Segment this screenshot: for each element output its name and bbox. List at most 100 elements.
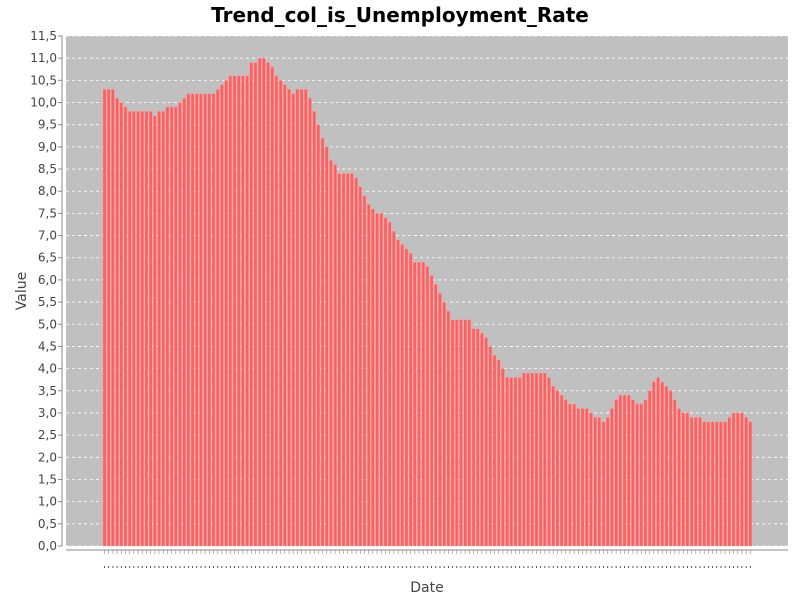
y-tick-label: 6,0 [38,273,57,287]
bar [299,89,304,547]
y-tick-label: 8,0 [38,184,57,198]
x-axis [66,549,788,568]
bar [593,417,597,547]
bar [618,395,623,547]
x-axis-label: Date [410,580,443,596]
bar [220,84,224,547]
y-tick-label: 2,0 [38,450,57,464]
bar [333,164,337,547]
bar [346,173,350,547]
bar [366,204,371,547]
bar [119,102,123,547]
bar [304,89,308,547]
bar [585,408,589,547]
bar [685,412,690,547]
bar [123,106,128,547]
bar [429,275,434,547]
bar [434,284,438,547]
bar [698,417,702,547]
bar [455,319,459,547]
bar [362,195,367,547]
bar [257,57,262,547]
bar [589,412,593,547]
bar [488,346,493,547]
y-tick-label: 1,0 [38,495,57,509]
y-tick-label: 9,5 [38,118,57,132]
bar [396,239,400,547]
bar [622,395,627,547]
bar [413,261,417,547]
bar [568,403,572,547]
bar [207,93,212,547]
bar [459,319,463,547]
bar [211,93,216,547]
bar [312,111,316,547]
bar [538,372,543,547]
bar [127,111,132,547]
bar [262,57,266,547]
y-tick-label: 4,5 [38,339,57,353]
bar [320,137,325,547]
bar [253,62,258,547]
bar [606,417,610,547]
y-tick-label: 0,0 [38,539,57,553]
bar [329,159,333,547]
bar [295,89,300,547]
y-tick-label: 10,5 [30,73,57,87]
bar [371,208,375,547]
y-tick-label: 9,0 [38,140,57,154]
bar [446,310,451,547]
y-tick-label: 7,5 [38,206,57,220]
bar [174,106,178,547]
y-tick-label: 3,0 [38,406,57,420]
bar [626,395,631,547]
bar [555,390,560,547]
bar [673,399,677,547]
bar [526,372,530,547]
bar [576,408,581,547]
bar [727,417,732,547]
bar [278,80,283,547]
bar [543,372,547,547]
bar [316,124,321,547]
bar [186,93,191,547]
bar [354,177,358,547]
bar [190,93,195,547]
bar [513,377,518,547]
bar [195,93,199,547]
bar [115,97,119,547]
bar [375,213,379,547]
bar [484,337,488,547]
bar [723,421,727,547]
bar [736,412,740,547]
bar [203,93,207,547]
bar [379,213,383,547]
bar [467,319,472,547]
bar [291,93,295,547]
bar [719,421,723,547]
bar [341,173,346,547]
y-tick-label: 1,5 [38,472,57,486]
y-axis: 0,0 0,5 1,0 1,5 2,0 2,5 3,0 3,5 4,0 4,5 5,0 5,5 6,0 6… [30,29,63,553]
bar [169,106,174,547]
bar [425,266,430,547]
y-tick-label: 11,5 [30,29,57,43]
bar [249,62,253,547]
bar [702,421,706,547]
bar [492,355,497,547]
bar [350,173,354,547]
bar [178,102,182,547]
bar [216,89,220,547]
bar [744,417,748,547]
y-tick-label: 4,0 [38,362,57,376]
bar [740,412,744,547]
y-axis-label: Value [14,272,30,310]
bar [157,111,161,547]
bar [421,261,425,547]
bar [400,244,404,547]
bar [245,75,249,547]
bar [610,408,614,547]
bar [643,399,648,547]
bar [161,111,165,547]
bar [656,377,660,547]
